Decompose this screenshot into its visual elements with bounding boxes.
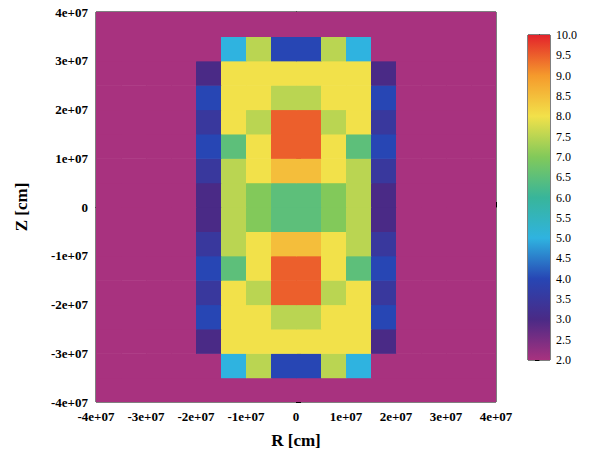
svg-text:2.5: 2.5: [556, 333, 571, 347]
svg-text:-3e+07: -3e+07: [51, 346, 89, 361]
svg-text:6.5: 6.5: [556, 170, 571, 184]
svg-text:2e+07: 2e+07: [380, 409, 413, 424]
svg-text:-4e+07: -4e+07: [51, 395, 89, 410]
svg-text:2.0: 2.0: [556, 353, 571, 367]
svg-text:3.0: 3.0: [556, 312, 571, 326]
svg-text:8.5: 8.5: [556, 89, 571, 103]
svg-text:4.5: 4.5: [556, 251, 571, 265]
svg-text:8.0: 8.0: [556, 109, 571, 123]
svg-text:5.0: 5.0: [556, 231, 571, 245]
svg-text:2e+07: 2e+07: [55, 102, 88, 117]
svg-text:4.0: 4.0: [556, 272, 571, 286]
svg-text:9.5: 9.5: [556, 48, 571, 62]
svg-text:4e+07: 4e+07: [55, 5, 88, 20]
svg-text:-4e+07: -4e+07: [77, 409, 115, 424]
svg-text:-1e+07: -1e+07: [51, 248, 89, 263]
svg-text:7.5: 7.5: [556, 130, 571, 144]
svg-text:-2e+07: -2e+07: [51, 297, 89, 312]
svg-text:-3e+07: -3e+07: [127, 409, 165, 424]
svg-text:3e+07: 3e+07: [430, 409, 463, 424]
svg-text:4e+07: 4e+07: [480, 409, 513, 424]
svg-text:6.0: 6.0: [556, 191, 571, 205]
svg-text:-1e+07: -1e+07: [227, 409, 265, 424]
svg-text:3e+07: 3e+07: [55, 53, 88, 68]
svg-text:3.5: 3.5: [556, 292, 571, 306]
svg-text:10.0: 10.0: [556, 28, 577, 42]
svg-text:1e+07: 1e+07: [330, 409, 363, 424]
svg-text:0: 0: [82, 200, 89, 215]
svg-text:-2e+07: -2e+07: [177, 409, 215, 424]
svg-text:0: 0: [293, 409, 300, 424]
svg-text:5.5: 5.5: [556, 211, 571, 225]
svg-text:Z [cm]: Z [cm]: [12, 183, 31, 232]
svg-text:9.0: 9.0: [556, 69, 571, 83]
svg-text:R [cm]: R [cm]: [271, 431, 321, 450]
svg-text:7.0: 7.0: [556, 150, 571, 164]
svg-text:1e+07: 1e+07: [55, 151, 88, 166]
